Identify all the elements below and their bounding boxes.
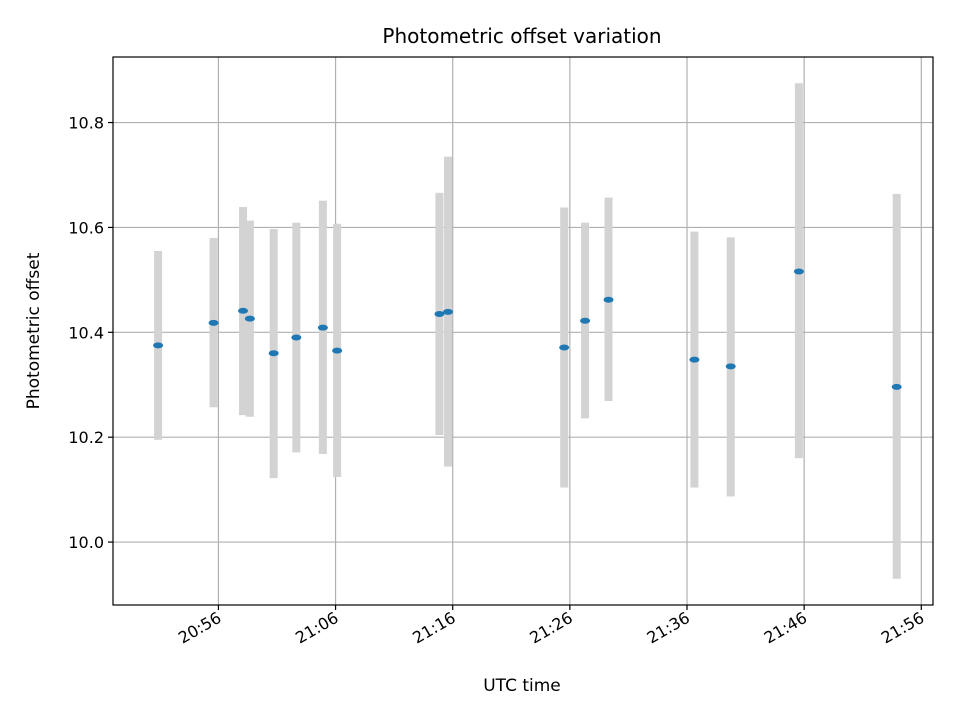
x-tick-label: 21:26 xyxy=(526,608,575,648)
data-point xyxy=(268,350,279,357)
y-tick-label: 10.0 xyxy=(68,533,104,552)
data-point xyxy=(291,334,302,341)
x-axis-label: UTC time xyxy=(483,676,561,696)
data-point xyxy=(332,347,343,354)
data-point xyxy=(725,363,736,370)
y-axis-ticks: 10.0 10.2 10.4 10.6 10.8 xyxy=(68,114,113,552)
data-point xyxy=(317,324,328,331)
error-bars xyxy=(154,83,901,579)
x-tick-label: 20:56 xyxy=(175,608,224,648)
x-tick-label: 21:16 xyxy=(409,608,458,648)
x-tick-label: 21:36 xyxy=(644,608,693,648)
data-point xyxy=(238,307,249,314)
data-point xyxy=(580,317,591,324)
data-point xyxy=(689,356,700,363)
data-point xyxy=(793,268,804,275)
data-points xyxy=(153,268,902,390)
x-tick-label: 21:06 xyxy=(292,608,341,648)
chart-title: Photometric offset variation xyxy=(382,24,661,48)
data-point xyxy=(559,344,570,351)
y-tick-label: 10.4 xyxy=(68,323,104,342)
y-tick-label: 10.2 xyxy=(68,428,104,447)
plot-frame xyxy=(112,56,934,606)
x-axis-ticks: 20:56 21:06 21:16 21:26 21:36 21:46 21:56 xyxy=(175,605,927,648)
x-tick-label: 21:56 xyxy=(878,608,927,648)
grid-lines xyxy=(113,57,933,605)
y-tick-label: 10.6 xyxy=(68,218,104,237)
data-point xyxy=(208,319,219,326)
data-point xyxy=(443,308,454,315)
data-point xyxy=(603,296,614,303)
data-point xyxy=(434,310,445,317)
data-point xyxy=(891,383,902,390)
x-tick-label: 21:46 xyxy=(761,608,810,648)
data-point xyxy=(153,342,164,349)
y-axis-label: Photometric offset xyxy=(24,252,44,409)
y-tick-label: 10.8 xyxy=(68,114,104,133)
data-point xyxy=(244,315,255,322)
